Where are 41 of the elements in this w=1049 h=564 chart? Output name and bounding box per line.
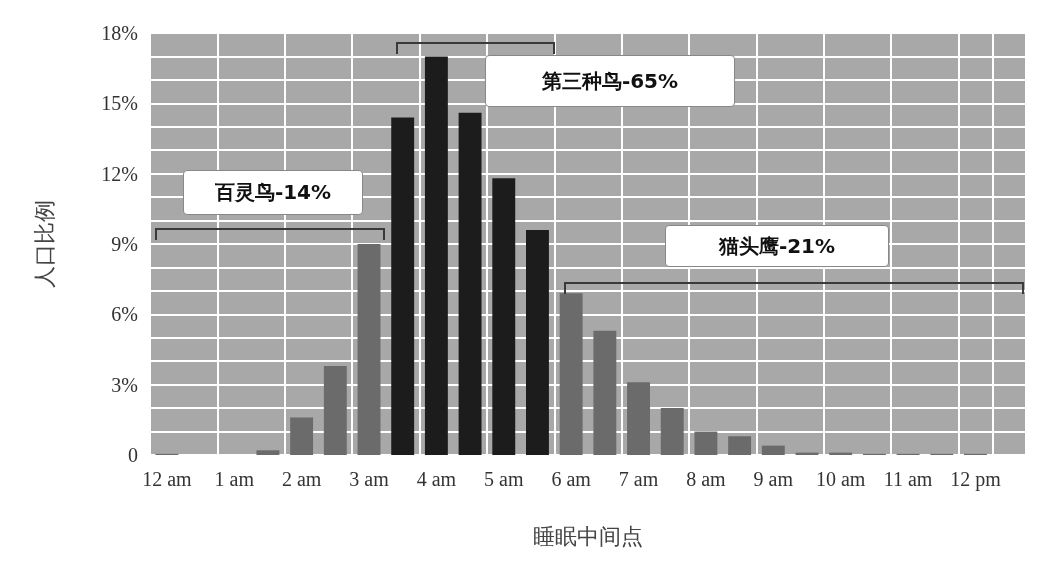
bar — [728, 436, 752, 455]
callout-box: 猫头鹰-21% — [665, 225, 889, 267]
x-tick-label: 12 am — [142, 468, 192, 490]
x-tick-label: 8 am — [686, 468, 727, 490]
x-tick-label: 3 am — [349, 468, 390, 490]
bar — [290, 417, 314, 455]
y-tick-label: 0 — [128, 444, 138, 466]
x-tick-label: 10 am — [815, 468, 866, 490]
y-tick-label: 6% — [111, 303, 138, 326]
bar — [424, 56, 448, 455]
bar — [559, 293, 583, 455]
bar — [526, 229, 549, 455]
y-tick-label: 12% — [101, 162, 138, 185]
bar — [627, 382, 650, 455]
x-tick-label: 9 am — [753, 468, 794, 490]
bar — [593, 330, 617, 455]
bar — [357, 244, 381, 455]
bar — [492, 178, 516, 455]
bar — [391, 117, 415, 455]
y-axis-title: 人口比例 — [31, 200, 57, 288]
bar — [256, 450, 280, 455]
x-tick-label: 11 am — [883, 468, 933, 490]
y-tick-label: 9% — [111, 233, 138, 255]
bar — [660, 408, 684, 455]
x-tick-label: 2 am — [281, 468, 322, 490]
bar — [694, 431, 718, 455]
bar — [761, 445, 785, 455]
bar — [323, 365, 347, 455]
callout-box: 第三种鸟-65% — [485, 55, 735, 107]
callout-box: 百灵鸟-14% — [183, 170, 363, 215]
x-tick-label: 1 am — [214, 468, 255, 490]
x-tick-label: 12 pm — [950, 468, 1002, 491]
x-tick-label: 6 am — [551, 468, 592, 490]
x-tick-label: 7 am — [618, 468, 659, 490]
x-tick-label: 5 am — [484, 468, 524, 490]
y-tick-label: 15% — [101, 92, 138, 115]
x-axis-title: 睡眠中间点 — [533, 523, 643, 549]
bar — [458, 112, 482, 455]
y-tick-label: 18% — [101, 22, 138, 44]
y-tick-label: 3% — [111, 373, 138, 396]
x-tick-label: 4 am — [416, 468, 457, 490]
